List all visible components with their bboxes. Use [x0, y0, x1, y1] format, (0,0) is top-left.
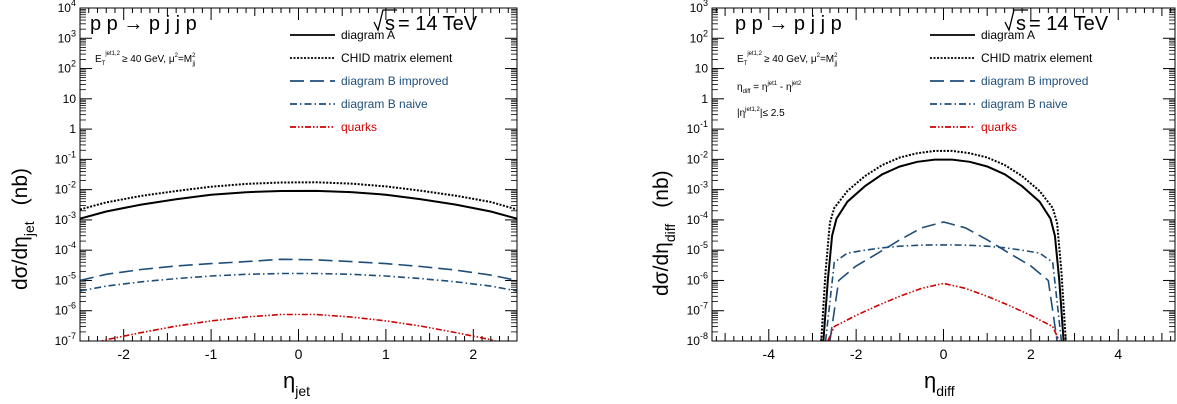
right-y-tick-label: 10-8 [687, 331, 708, 348]
left-series-chid-matrix-element [80, 181, 517, 211]
right-energy-value: = 14 TeV [1029, 13, 1109, 35]
left-series-diagram-a [80, 189, 517, 220]
svg-text:ηjet: ηjet [283, 368, 310, 399]
right-y-tick-label: 10-2 [687, 149, 708, 166]
right-legend-label: diagram A [981, 28, 1035, 42]
right-legend-label: CHID matrix element [981, 51, 1093, 65]
left-series-diagram-b-improved [80, 258, 517, 282]
right-y-tick-label: 10-5 [687, 240, 708, 257]
right-x-tick-label: 2 [1027, 346, 1035, 362]
left-y-tick-label: 102 [58, 59, 76, 76]
right-y-axis-title: dσ/dηdiff(nb) [650, 170, 678, 296]
right-y-tick-label: 102 [690, 28, 708, 45]
right-x-tick-label: -4 [763, 346, 776, 362]
right-panel: 10-8 10-7 10-6 10-5 10-4 10-3 10-2 10-1 1 10 102 10… [650, 0, 1176, 399]
left-y-tick-label: 104 [58, 0, 76, 15]
left-legend-label: quarks [341, 120, 377, 134]
left-y-tick-label: 103 [58, 28, 76, 45]
left-cut-label: ETjet1,2 ≥ 40 GeV, μ2=M2 jj [95, 51, 196, 67]
right-x-axis-title: ηdiff [924, 368, 955, 399]
right-y-tick-label: 103 [690, 0, 708, 15]
left-process-label: p p → p j j p [90, 13, 197, 35]
left-x-tick-label: 2 [469, 346, 477, 362]
right-energy-label: s = 14 TeV [1004, 9, 1109, 35]
right-y-tick-label: 1 [701, 92, 708, 106]
left-y-tick-label: 10 [63, 92, 77, 106]
right-legend-label: quarks [981, 120, 1017, 134]
left-x-tick-label: -2 [117, 346, 130, 362]
left-plot-frame [79, 7, 518, 342]
right-y-tick-label: 10-7 [687, 301, 708, 318]
left-energy-symbol: s [385, 13, 395, 35]
left-series-diagram-b-naive [80, 272, 517, 292]
left-y-tick-label: 10-7 [55, 331, 76, 348]
left-x-tick-label: -1 [205, 346, 218, 362]
svg-text:|ηjet1,2|≤ 2.5: |ηjet1,2|≤ 2.5 [737, 107, 785, 119]
svg-text:dσ/dηjet(nb): dσ/dηjet(nb) [9, 168, 37, 290]
right-series-quarks [827, 282, 1061, 341]
right-y-tick-label: 10 [695, 62, 709, 76]
right-series-diagram-a [822, 158, 1065, 341]
left-y-tick-label: 10-5 [55, 270, 76, 287]
left-curves [80, 181, 517, 341]
right-series-diagram-b-naive [824, 244, 1063, 341]
right-legend: diagram A CHID matrix element diagram B im… [930, 28, 1093, 134]
svg-text:dσ/dηdiff(nb): dσ/dηdiff(nb) [650, 170, 678, 296]
left-y-tick-label: 10-2 [55, 180, 76, 197]
left-x-axis-title: ηjet [283, 368, 310, 399]
left-legend-label: diagram A [341, 28, 395, 42]
right-axis-ticks: 10-8 10-7 10-6 10-5 10-4 10-3 10-2 10-1 1 10 102 10… [687, 0, 1175, 362]
right-y-tick-label: 10-6 [687, 270, 708, 287]
left-y-tick-label: 10-3 [55, 210, 76, 227]
right-x-tick-label: 4 [1114, 346, 1122, 362]
right-plot-frame [711, 7, 1176, 342]
left-x-tick-label: 0 [295, 346, 303, 362]
sqrt-icon [373, 9, 397, 32]
right-x-tick-label: -2 [850, 346, 863, 362]
left-y-axis-title: dσ/dηjet(nb) [9, 168, 37, 290]
right-legend-label: diagram B naive [981, 97, 1068, 111]
right-legend-label: diagram B improved [981, 74, 1088, 88]
left-energy-value: = 14 TeV [398, 13, 478, 35]
svg-text:ηdiff = ηjet1 - ηjet2: ηdiff = ηjet1 - ηjet2 [737, 81, 802, 95]
svg-text:ηdiff: ηdiff [924, 368, 955, 399]
right-energy-symbol: s [1016, 13, 1026, 35]
left-legend-label: diagram B improved [341, 74, 448, 88]
right-curves [820, 149, 1067, 341]
left-panel: 10-710-610-510-410-310-210-1110102103104… [9, 0, 518, 399]
left-x-tick-label: 1 [382, 346, 390, 362]
right-process-label: p p → p j j p [735, 13, 842, 35]
sqrt-icon [1004, 9, 1028, 32]
right-y-tick-label: 10-1 [687, 119, 708, 136]
left-legend-label: diagram B naive [341, 97, 428, 111]
right-cut-labels: ETjet1,2 ≥ 40 GeV, μ2=M2 jj ηdiff = ηjet1 … [737, 51, 838, 119]
left-legend-label: CHID matrix element [341, 51, 453, 65]
right-x-tick-label: 0 [940, 346, 948, 362]
left-y-tick-label: 10-1 [55, 149, 76, 166]
left-legend: diagram A CHID matrix element diagram B im… [290, 28, 453, 134]
right-y-tick-label: 10-3 [687, 180, 708, 197]
right-series-chid-matrix-element [820, 149, 1067, 341]
left-series-quarks [99, 313, 498, 341]
right-series-diagram-b-improved [829, 221, 1058, 341]
left-y-tick-label: 10-6 [55, 301, 76, 318]
left-y-tick-label: 1 [69, 122, 76, 136]
left-energy-label: s = 14 TeV [373, 9, 478, 35]
left-y-tick-label: 10-4 [55, 240, 76, 257]
right-y-tick-label: 10-4 [687, 210, 708, 227]
